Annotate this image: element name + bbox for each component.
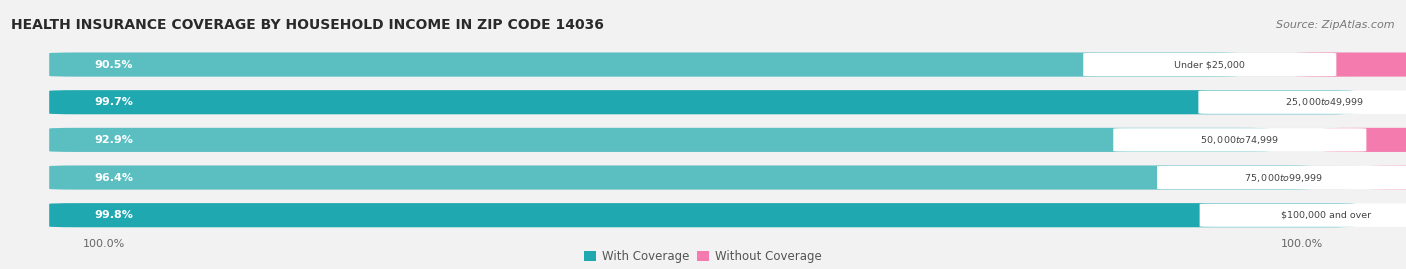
FancyBboxPatch shape: [1114, 128, 1367, 151]
Text: Source: ZipAtlas.com: Source: ZipAtlas.com: [1277, 20, 1395, 30]
Text: 99.8%: 99.8%: [94, 210, 134, 220]
Text: 100.0%: 100.0%: [1281, 239, 1323, 249]
Text: HEALTH INSURANCE COVERAGE BY HOUSEHOLD INCOME IN ZIP CODE 14036: HEALTH INSURANCE COVERAGE BY HOUSEHOLD I…: [11, 18, 605, 32]
FancyBboxPatch shape: [49, 52, 1237, 77]
FancyBboxPatch shape: [49, 90, 1353, 114]
Text: 90.5%: 90.5%: [94, 59, 132, 70]
Legend: With Coverage, Without Coverage: With Coverage, Without Coverage: [579, 245, 827, 268]
Text: 92.9%: 92.9%: [94, 135, 134, 145]
FancyBboxPatch shape: [1083, 53, 1336, 76]
Text: $50,000 to $74,999: $50,000 to $74,999: [1201, 134, 1279, 146]
FancyBboxPatch shape: [1198, 91, 1406, 114]
Text: Under $25,000: Under $25,000: [1174, 60, 1246, 69]
Text: 100.0%: 100.0%: [83, 239, 125, 249]
FancyBboxPatch shape: [49, 128, 1268, 152]
FancyBboxPatch shape: [1368, 165, 1406, 190]
FancyBboxPatch shape: [49, 165, 1357, 190]
Text: $25,000 to $49,999: $25,000 to $49,999: [1285, 96, 1364, 108]
Text: 99.7%: 99.7%: [94, 97, 134, 107]
FancyBboxPatch shape: [1157, 166, 1406, 189]
FancyBboxPatch shape: [1294, 52, 1406, 77]
FancyBboxPatch shape: [1324, 128, 1406, 152]
FancyBboxPatch shape: [1199, 204, 1406, 227]
FancyBboxPatch shape: [49, 90, 1357, 114]
Text: $75,000 to $99,999: $75,000 to $99,999: [1244, 172, 1323, 183]
FancyBboxPatch shape: [49, 165, 1312, 190]
Text: 96.4%: 96.4%: [94, 172, 134, 183]
FancyBboxPatch shape: [49, 203, 1357, 227]
FancyBboxPatch shape: [49, 203, 1354, 227]
FancyBboxPatch shape: [49, 128, 1357, 152]
Text: $100,000 and over: $100,000 and over: [1281, 211, 1371, 220]
FancyBboxPatch shape: [49, 52, 1357, 77]
